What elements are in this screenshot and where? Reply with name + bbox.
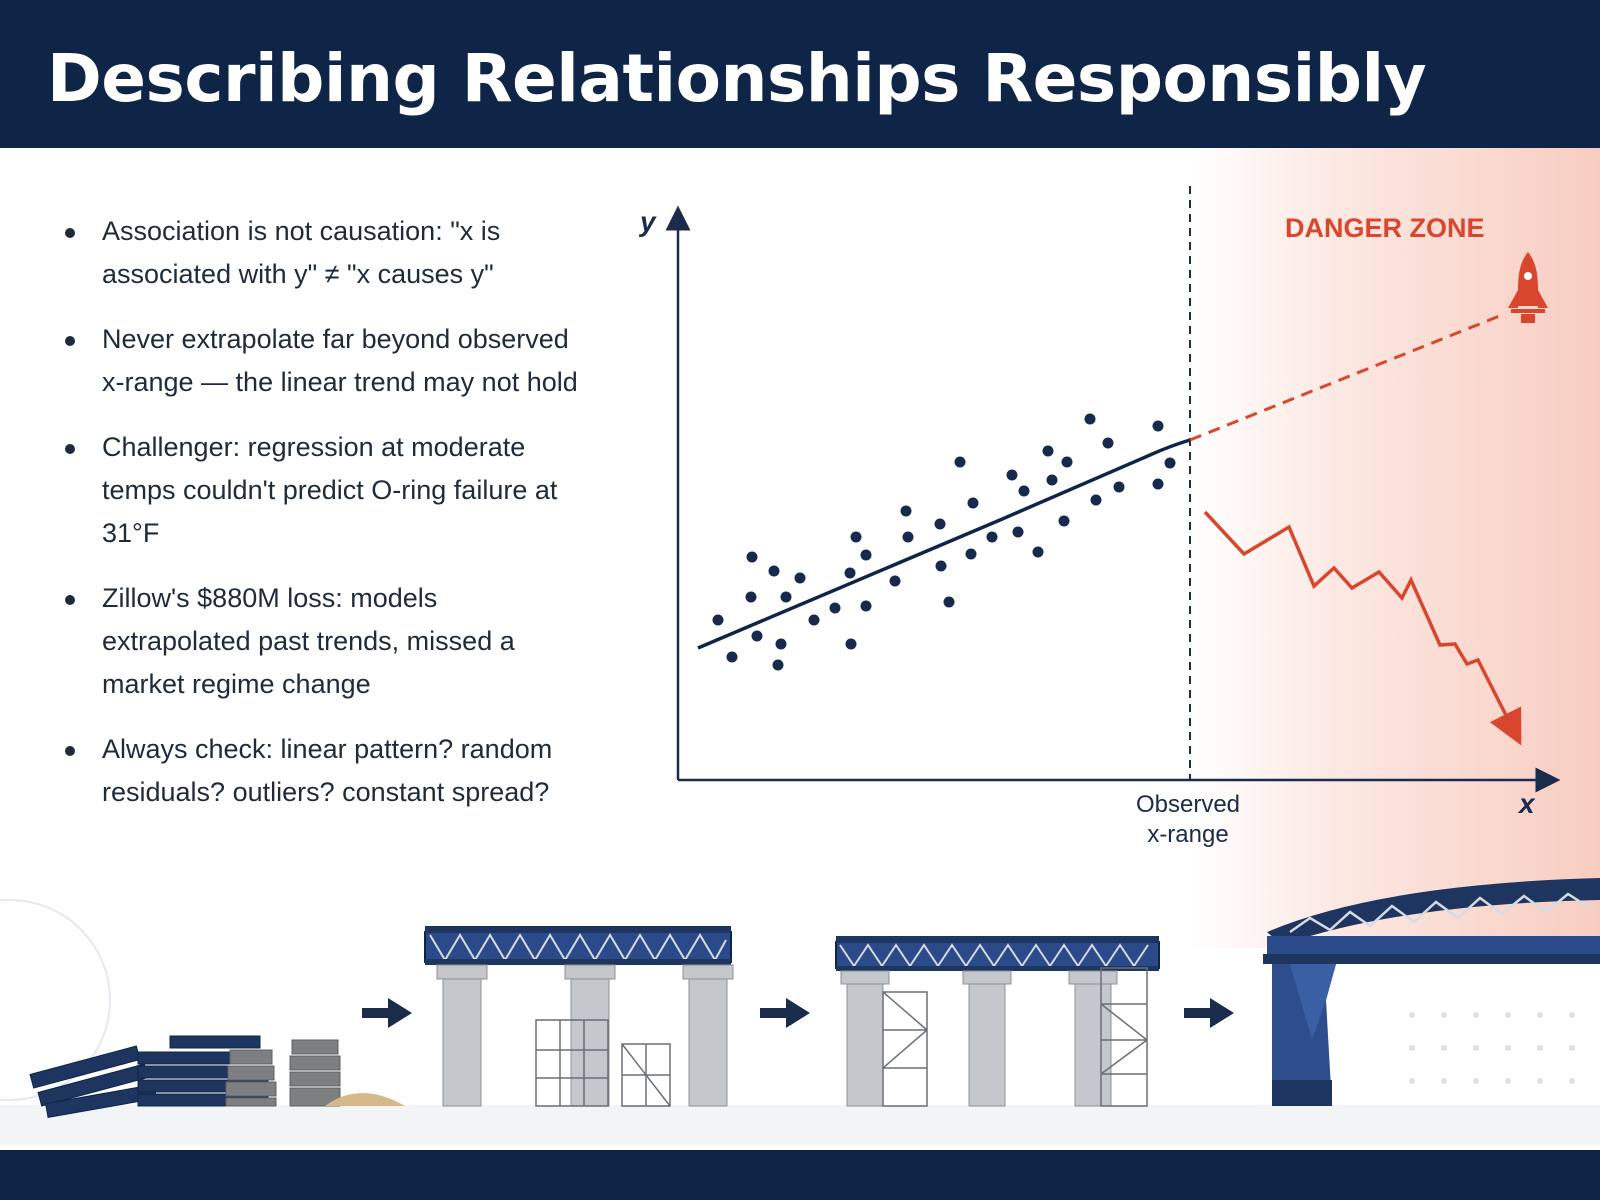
header-bar: Describing Relationships Responsibly bbox=[0, 0, 1600, 148]
bullet-item: Challenger: regression at moderate temps… bbox=[60, 426, 580, 555]
page-title: Describing Relationships Responsibly bbox=[47, 40, 1427, 117]
trend-line bbox=[697, 438, 1191, 650]
arrow-right-icon bbox=[760, 998, 810, 1028]
danger-zone-label: DANGER ZONE bbox=[1285, 213, 1485, 243]
bullet-item: Always check: linear pattern? random res… bbox=[60, 728, 580, 814]
stage-pillars-full-deck bbox=[835, 936, 1160, 1107]
bullet-item: Association is not causation: "x is asso… bbox=[60, 210, 580, 296]
bullet-list: Association is not causation: "x is asso… bbox=[60, 210, 580, 836]
extrapolation-diagram bbox=[665, 186, 1560, 793]
arrow-right-icon bbox=[1184, 998, 1234, 1028]
bullet-item: Never extrapolate far beyond observed x-… bbox=[60, 318, 580, 404]
scatter-points bbox=[712, 413, 1176, 671]
stage-finished-bridge bbox=[1263, 878, 1600, 1106]
rocket-icon bbox=[1508, 252, 1548, 323]
bridge-illustration bbox=[0, 878, 1600, 1145]
y-axis-label: y bbox=[640, 206, 656, 237]
dot-grid-decoration bbox=[1409, 1012, 1575, 1084]
stage-materials bbox=[29, 1035, 405, 1119]
x-axis-label: x bbox=[1519, 788, 1535, 819]
extrapolation-line bbox=[1189, 313, 1503, 442]
arrow-right-icon bbox=[362, 998, 412, 1028]
footer-bar bbox=[0, 1150, 1600, 1200]
observed-range-label: Observed x-range bbox=[1135, 791, 1241, 848]
stage-pillars-partial-deck bbox=[424, 926, 734, 1107]
actual-trend-line bbox=[1203, 510, 1522, 746]
bullet-item: Zillow's $880M loss: models extrapolated… bbox=[60, 577, 580, 706]
